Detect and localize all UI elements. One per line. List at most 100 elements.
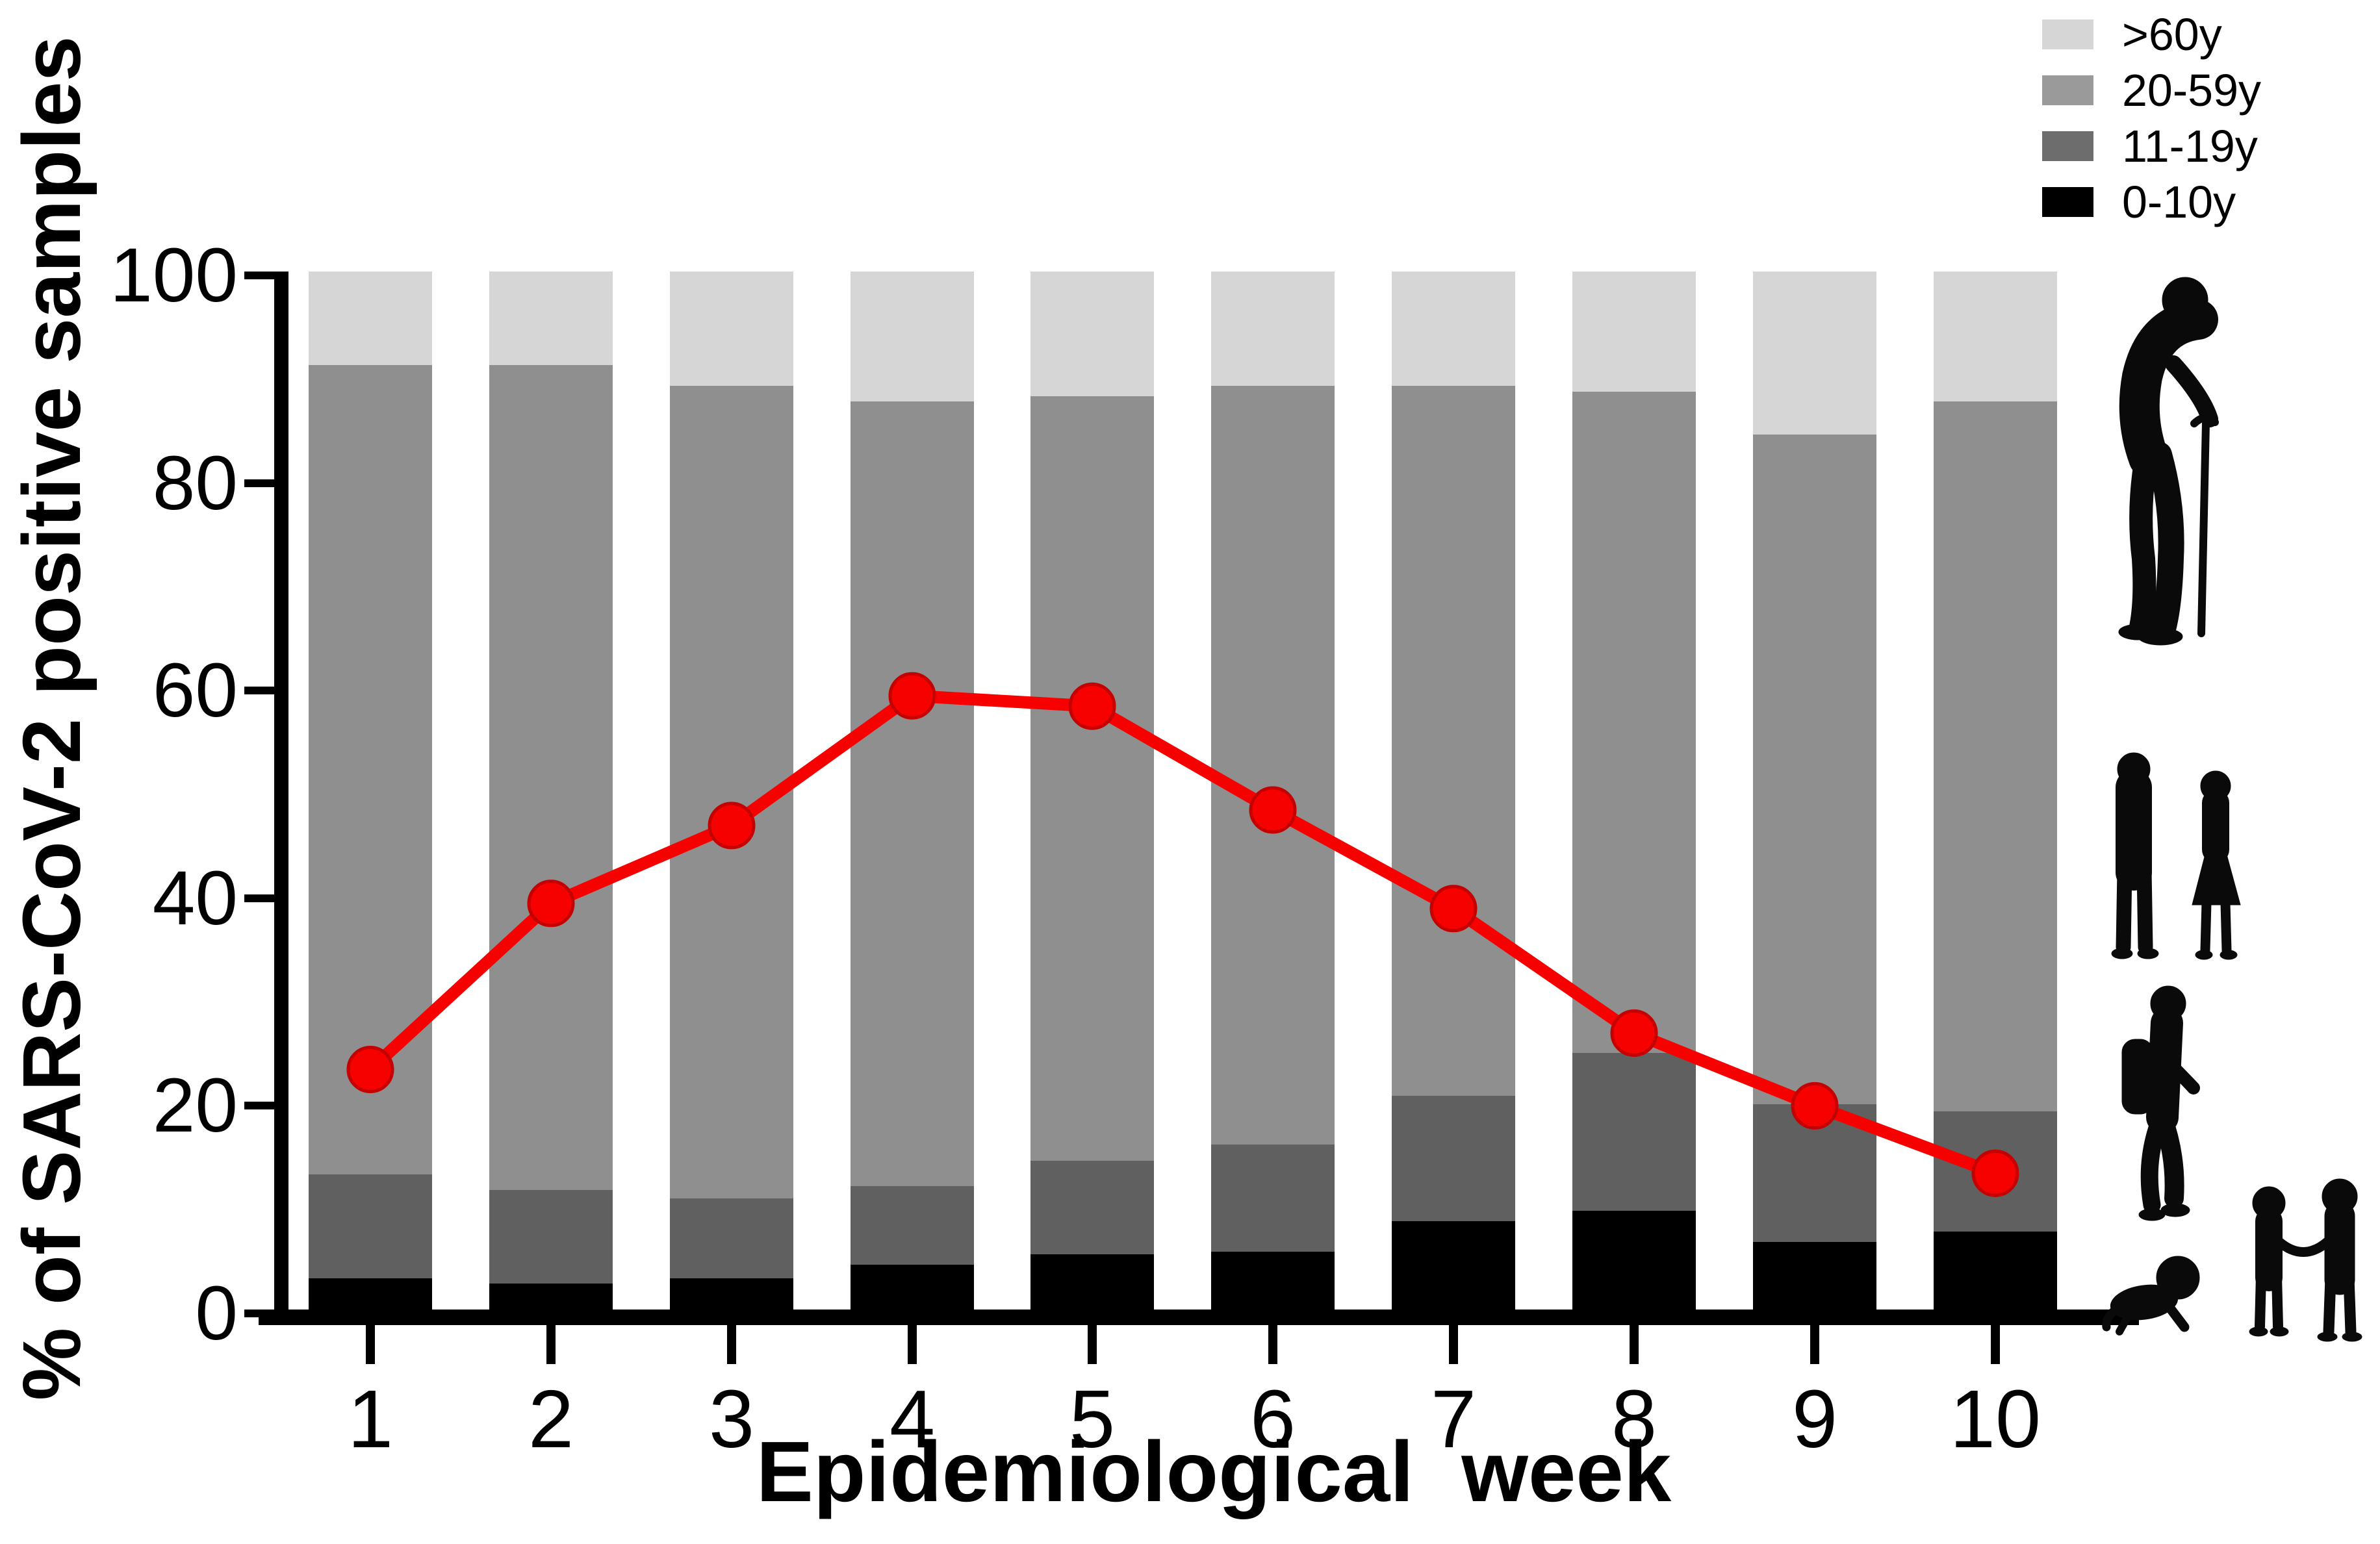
bar-segment-week3->60y: [670, 272, 793, 386]
legend-swatch-icon: [2042, 131, 2093, 161]
children-icon: [2249, 1178, 2362, 1342]
bar-segment-week7->60y: [1392, 272, 1515, 386]
y-axis-line: [274, 272, 288, 1325]
bar-segment-week5-0-10y: [1030, 1254, 1154, 1310]
bar-segment-week7-11-19y: [1392, 1095, 1515, 1222]
y-tick: [244, 272, 274, 279]
positivity-point-week-8: [1610, 1009, 1658, 1057]
baby-icon: [2102, 1256, 2200, 1335]
y-tick-label: 100: [110, 233, 238, 318]
x-tick-label-week-5: 5: [1069, 1373, 1116, 1465]
positivity-point-week-4: [888, 672, 936, 720]
y-tick: [244, 894, 274, 902]
x-tick-label-week-10: 10: [1949, 1373, 2041, 1465]
positivity-point-week-5: [1068, 682, 1116, 730]
bar-segment-week5-11-19y: [1030, 1161, 1154, 1255]
x-tick-label-week-1: 1: [347, 1373, 394, 1465]
bar-segment-week4-20-59y: [851, 401, 974, 1186]
bar-segment-week1-0-10y: [309, 1278, 432, 1310]
bar-segment-week8-20-59y: [1572, 392, 1696, 1054]
bar-segment-week3-0-10y: [670, 1278, 793, 1310]
x-tick-label-week-3: 3: [708, 1373, 755, 1465]
bar-segment-week4->60y: [851, 272, 974, 401]
bar-segment-week10->60y: [1934, 272, 2057, 401]
positivity-point-week-3: [708, 802, 756, 850]
x-tick: [908, 1325, 917, 1364]
bar-segment-week9-20-59y: [1753, 434, 1876, 1104]
bar-segment-week8->60y: [1572, 272, 1696, 392]
bar-segment-week5-20-59y: [1030, 396, 1154, 1161]
x-tick-label-week-7: 7: [1430, 1373, 1477, 1465]
positivity-point-week-7: [1429, 885, 1478, 933]
bar-segment-week2->60y: [489, 272, 613, 365]
positivity-line: [366, 689, 1998, 1180]
legend-label: 20-59y: [2122, 65, 2262, 116]
x-axis-line: [259, 1310, 2139, 1325]
bar-segment-week1->60y: [309, 272, 432, 365]
bar-segment-week10-20-59y: [1934, 401, 2057, 1111]
y-tick-label: 60: [152, 648, 238, 734]
legend-label: 0-10y: [2122, 177, 2236, 227]
y-tick-label: 0: [195, 1271, 238, 1356]
x-tick: [1630, 1325, 1639, 1364]
legend-swatch-icon: [2042, 19, 2093, 49]
bar-segment-week6-11-19y: [1211, 1144, 1335, 1252]
y-tick: [244, 1310, 274, 1317]
legend-label: 11-19y: [2122, 121, 2258, 171]
legend-row-0-10y: 0-10y: [2042, 179, 2261, 225]
y-tick: [244, 479, 274, 487]
bar-segment-week2-11-19y: [489, 1190, 613, 1284]
positivity-point-week-1: [346, 1046, 394, 1093]
bar-segment-week9-0-10y: [1753, 1242, 1876, 1310]
positivity-point-week-9: [1791, 1082, 1839, 1130]
x-axis-title: Epidemiological week: [756, 1424, 1672, 1519]
y-tick-label: 40: [152, 855, 238, 941]
y-tick-label: 80: [152, 440, 238, 526]
x-tick: [1991, 1325, 2000, 1364]
bar-segment-week5->60y: [1030, 272, 1154, 396]
bar-segment-week1-11-19y: [309, 1174, 432, 1279]
y-tick: [244, 1102, 274, 1110]
x-tick: [546, 1325, 556, 1364]
y-tick: [244, 687, 274, 695]
bar-segment-week10-0-10y: [1934, 1232, 2057, 1310]
legend-label: >60y: [2122, 9, 2222, 60]
x-tick-label-week-6: 6: [1249, 1373, 1296, 1465]
y-tick-label: 20: [152, 1063, 238, 1149]
bar-segment-week7-20-59y: [1392, 385, 1515, 1096]
bar-segment-week4-11-19y: [851, 1185, 974, 1265]
legend-swatch-icon: [2042, 75, 2093, 105]
legend-swatch-icon: [2042, 187, 2093, 217]
bar-segment-week3-11-19y: [670, 1198, 793, 1279]
legend-row->60y: >60y: [2042, 12, 2261, 57]
bar-segment-week6-20-59y: [1211, 385, 1335, 1145]
bar-segment-week2-20-59y: [489, 364, 613, 1191]
teenager-backpack-icon: [2121, 985, 2200, 1221]
x-tick: [1268, 1325, 1277, 1364]
x-tick: [1449, 1325, 1458, 1364]
bar-segment-week9->60y: [1753, 272, 1876, 435]
x-tick: [366, 1325, 375, 1364]
bar-segment-week8-11-19y: [1572, 1053, 1696, 1211]
positivity-point-week-2: [527, 880, 575, 928]
legend-row-11-19y: 11-19y: [2042, 123, 2261, 169]
x-tick-label-week-2: 2: [528, 1373, 574, 1465]
x-tick-label-week-4: 4: [889, 1373, 936, 1465]
x-tick-label-week-8: 8: [1611, 1373, 1657, 1465]
bar-segment-week6->60y: [1211, 272, 1335, 386]
elderly-person-icon: [2118, 277, 2219, 646]
bar-segment-week8-0-10y: [1572, 1211, 1696, 1310]
bar-segment-week6-0-10y: [1211, 1251, 1335, 1310]
x-tick: [1810, 1325, 1819, 1364]
legend: >60y 20-59y 11-19y 0-10y: [2042, 12, 2261, 243]
bar-segment-week7-0-10y: [1392, 1221, 1515, 1310]
positivity-point-week-10: [1971, 1149, 2019, 1197]
positivity-point-week-6: [1249, 786, 1297, 834]
bar-segment-week2-0-10y: [489, 1284, 613, 1310]
x-tick: [1088, 1325, 1097, 1364]
legend-row-20-59y: 20-59y: [2042, 68, 2261, 113]
adult-couple-icon: [2111, 752, 2241, 960]
